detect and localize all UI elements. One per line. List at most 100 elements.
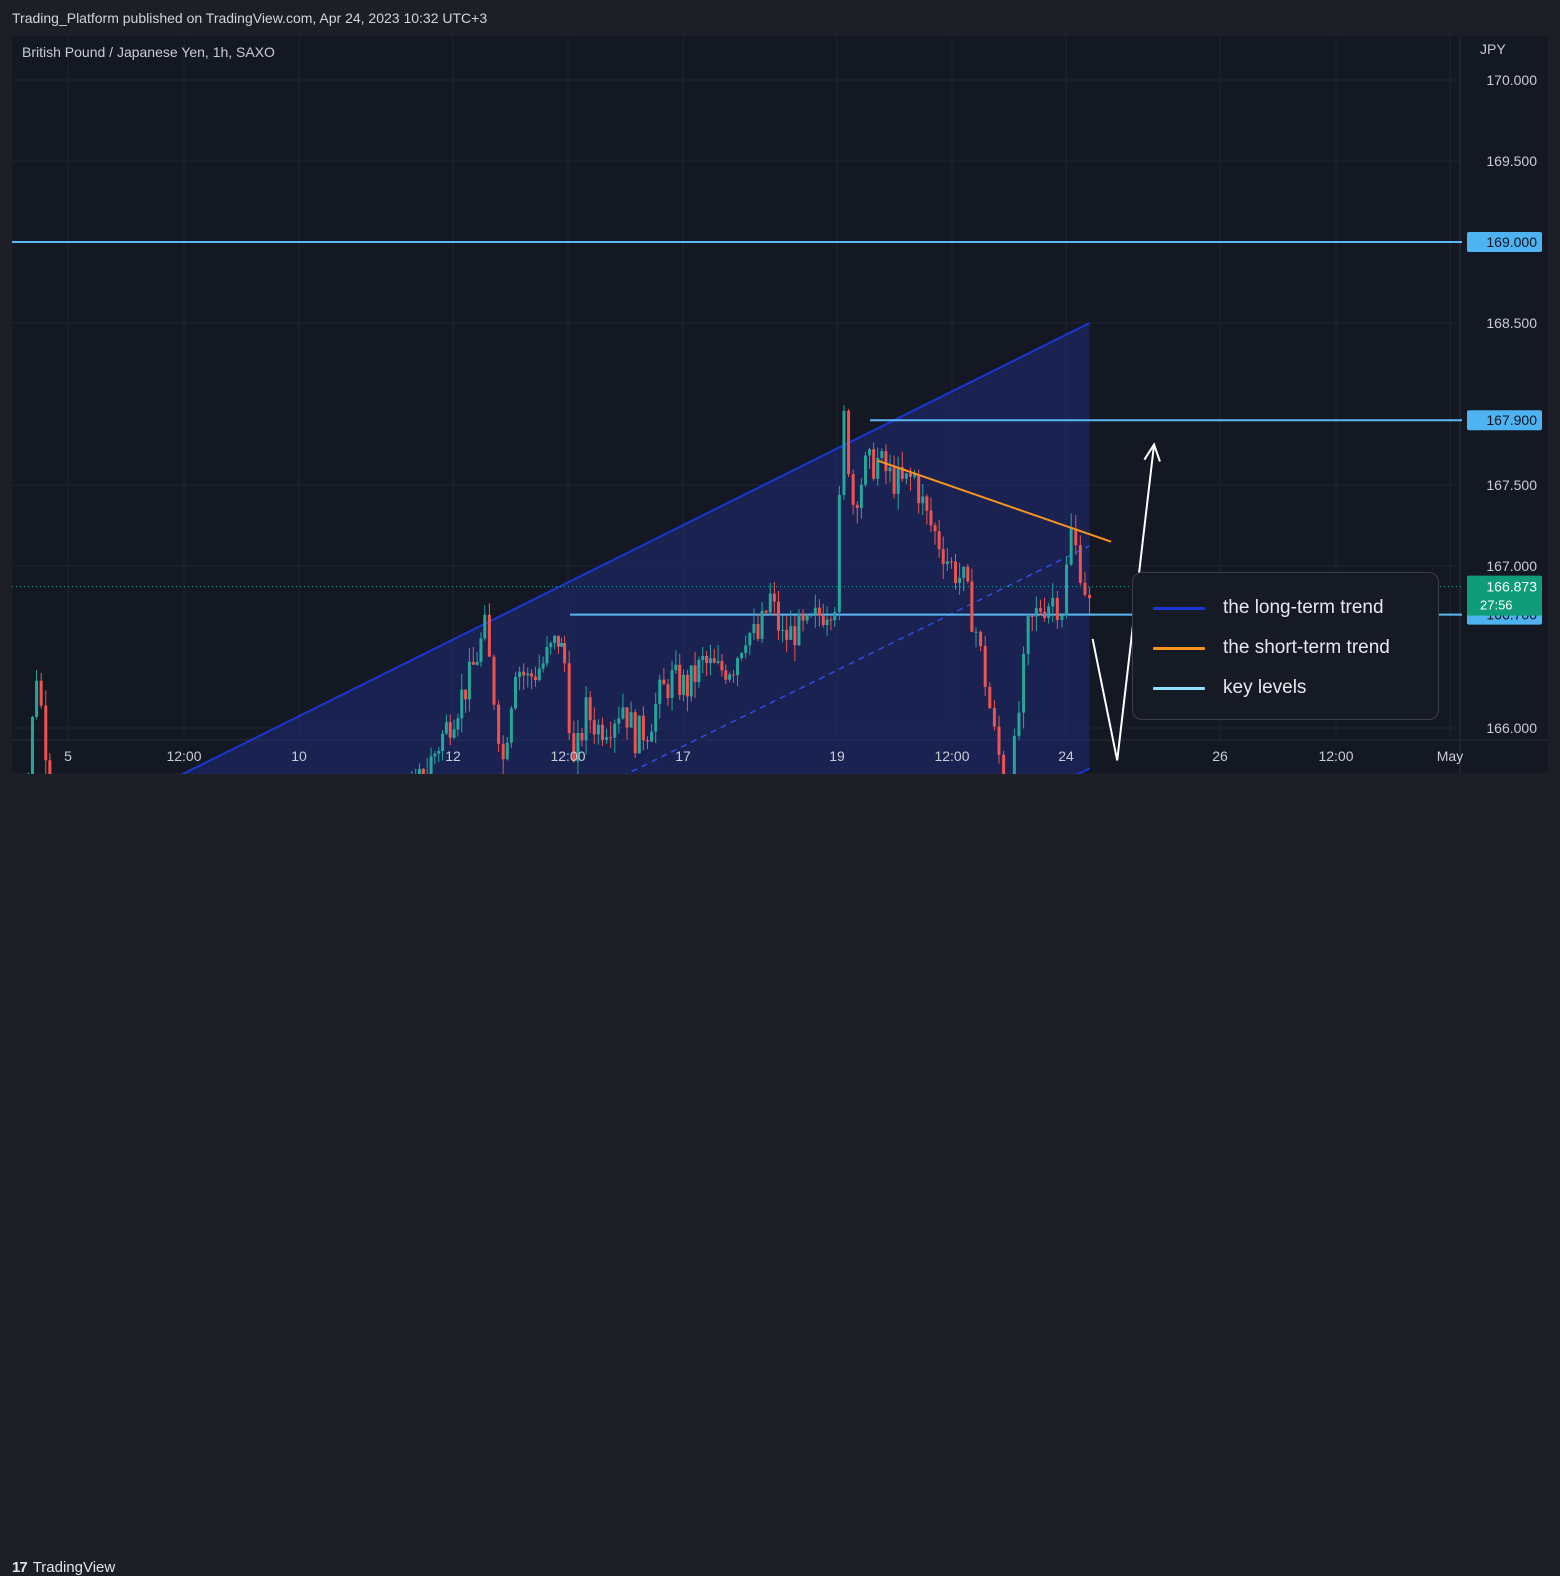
candle-body (805, 615, 809, 621)
candle-body (471, 661, 475, 665)
candle (553, 634, 557, 650)
candle (933, 522, 937, 545)
candle-body (596, 724, 600, 735)
candle-body (576, 732, 580, 762)
candle (760, 602, 764, 643)
candle (39, 672, 43, 709)
candle (764, 609, 768, 615)
candle-body (479, 638, 483, 662)
candle-body (456, 718, 460, 730)
candle (896, 456, 900, 510)
candle-body (605, 737, 609, 740)
candle-body (817, 607, 821, 616)
tradingview-logo[interactable]: 17 TradingView (12, 1559, 115, 1576)
footer-bar: 17 TradingView (0, 774, 1560, 1576)
candle (744, 635, 748, 659)
candle-body (728, 674, 732, 680)
candle (945, 547, 949, 571)
candle (1065, 556, 1069, 619)
candle-body (448, 722, 452, 738)
candle (712, 648, 716, 664)
candle (708, 644, 712, 676)
candle (937, 519, 941, 558)
time-axis-label: 12:00 (550, 748, 585, 764)
candle-body (884, 451, 888, 472)
candle (697, 656, 701, 688)
candle-body (1034, 608, 1038, 617)
candle (654, 692, 658, 743)
candle-body (492, 656, 496, 705)
candle-body (613, 723, 617, 738)
candle-body (666, 684, 670, 698)
candle-body (553, 635, 557, 643)
candle-body (793, 626, 797, 646)
candle-body (731, 674, 735, 676)
price-axis-label: 169.500 (1486, 153, 1537, 169)
candle (736, 656, 740, 687)
candle-body (670, 670, 674, 698)
candle (471, 646, 475, 666)
price-chart[interactable]: 170.000 169.500 168.500 167.500 167.000 166.0… (0, 0, 1560, 814)
candle (518, 666, 522, 691)
candle (1069, 513, 1073, 566)
candle-body (693, 665, 697, 682)
candle (505, 736, 509, 761)
candle (825, 606, 829, 636)
candle-body (437, 751, 441, 754)
candle-body (863, 455, 867, 485)
candle-body (518, 671, 522, 678)
candle (756, 613, 760, 642)
candle-body (1051, 597, 1055, 607)
candle-body (868, 449, 872, 456)
candle (768, 582, 772, 616)
candle (596, 719, 600, 745)
candle-body (1017, 712, 1021, 736)
candle (917, 469, 921, 514)
time-axis-label: 24 (1058, 748, 1074, 764)
candle-body (533, 676, 537, 681)
candle (997, 715, 1001, 764)
candle (576, 720, 580, 777)
candle-body (509, 708, 513, 743)
candle-body (662, 679, 666, 685)
candle (658, 674, 662, 719)
candle-body (837, 495, 841, 612)
candle-body (609, 737, 613, 739)
candle-body (720, 661, 724, 671)
candle (801, 609, 805, 632)
candle (674, 650, 678, 674)
candle-body (678, 664, 682, 696)
candle-body (497, 704, 501, 744)
candle (970, 568, 974, 633)
candle (833, 606, 837, 628)
legend-swatch-long-term (1153, 606, 1205, 610)
candle-body (829, 619, 833, 621)
candle (549, 641, 553, 655)
candle-body (1012, 735, 1016, 810)
candle (740, 651, 744, 661)
candle-body (625, 707, 629, 728)
symbol-title[interactable]: British Pound / Japanese Yen, 1h, SAXO (22, 44, 275, 60)
candle-body (1026, 615, 1030, 654)
legend-swatch-key-levels (1153, 686, 1205, 690)
currency-label: JPY (1480, 41, 1506, 57)
candle (1034, 596, 1038, 632)
candle (456, 713, 460, 737)
candle-body (708, 658, 712, 664)
candle (809, 612, 813, 618)
candle (541, 656, 545, 673)
candle (522, 663, 526, 690)
candle-body (501, 743, 505, 760)
candle (772, 581, 776, 616)
candle-body (1022, 653, 1026, 713)
candle (992, 700, 996, 731)
candle (949, 557, 953, 569)
candle (530, 669, 534, 690)
candle (563, 635, 567, 673)
candle-body (966, 566, 970, 582)
candle-body (429, 756, 433, 774)
key-level-badge-label: 169.000 (1486, 234, 1537, 250)
legend-item-short-term: the short-term trend (1153, 637, 1390, 659)
candle-body (904, 473, 908, 479)
candle-body (1055, 597, 1059, 620)
